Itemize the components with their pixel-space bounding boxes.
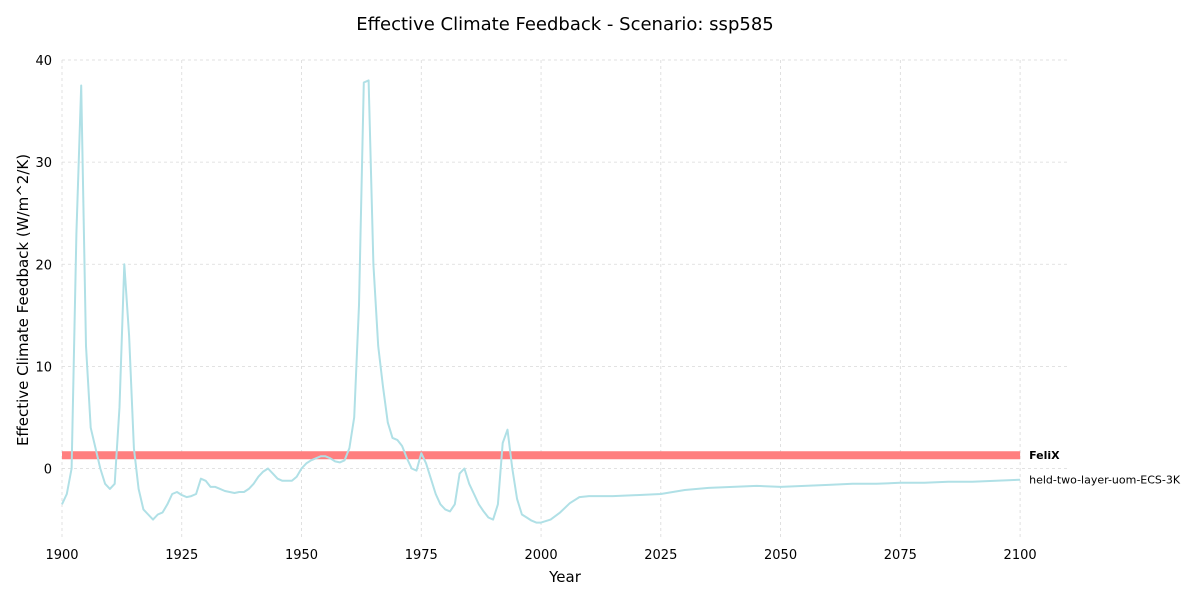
y-tick-label: 10 [35,360,52,375]
x-tick-label: 1900 [45,548,78,563]
x-axis-label: Year [548,568,582,586]
grid [61,59,1068,540]
series [61,79,1021,524]
x-tick-label: 1975 [405,548,438,563]
x-tick-label: 2075 [884,548,917,563]
x-tick-label: 1950 [285,548,318,563]
x-tick-label: 1925 [165,548,198,563]
y-tick-label: 0 [44,463,52,478]
y-tick-label: 40 [35,54,52,69]
series-end-label: FeliX [1029,449,1060,462]
y-tick-label: 20 [35,258,52,273]
x-tick-label: 2100 [1004,548,1037,563]
x-tick-label: 2050 [764,548,797,563]
chart-title: Effective Climate Feedback - Scenario: s… [356,14,773,35]
y-axis-label: Effective Climate Feedback (W/m^2/K) [14,154,32,446]
x-tick-label: 2000 [525,548,558,563]
x-tick-label: 2025 [644,548,677,563]
series-end-label: held-two-layer-uom-ECS-3K [1029,474,1181,487]
series-labels: FeliX held-two-layer-uom-ECS-3K [1029,449,1181,487]
series-line-held-two-layer-uom-ECS-3K [61,79,1021,524]
y-tick-label: 30 [35,156,52,171]
tick-labels: 1900 1925 1950 1975 2000 2025 2050 2075 2100 0 10 2… [35,54,1036,563]
